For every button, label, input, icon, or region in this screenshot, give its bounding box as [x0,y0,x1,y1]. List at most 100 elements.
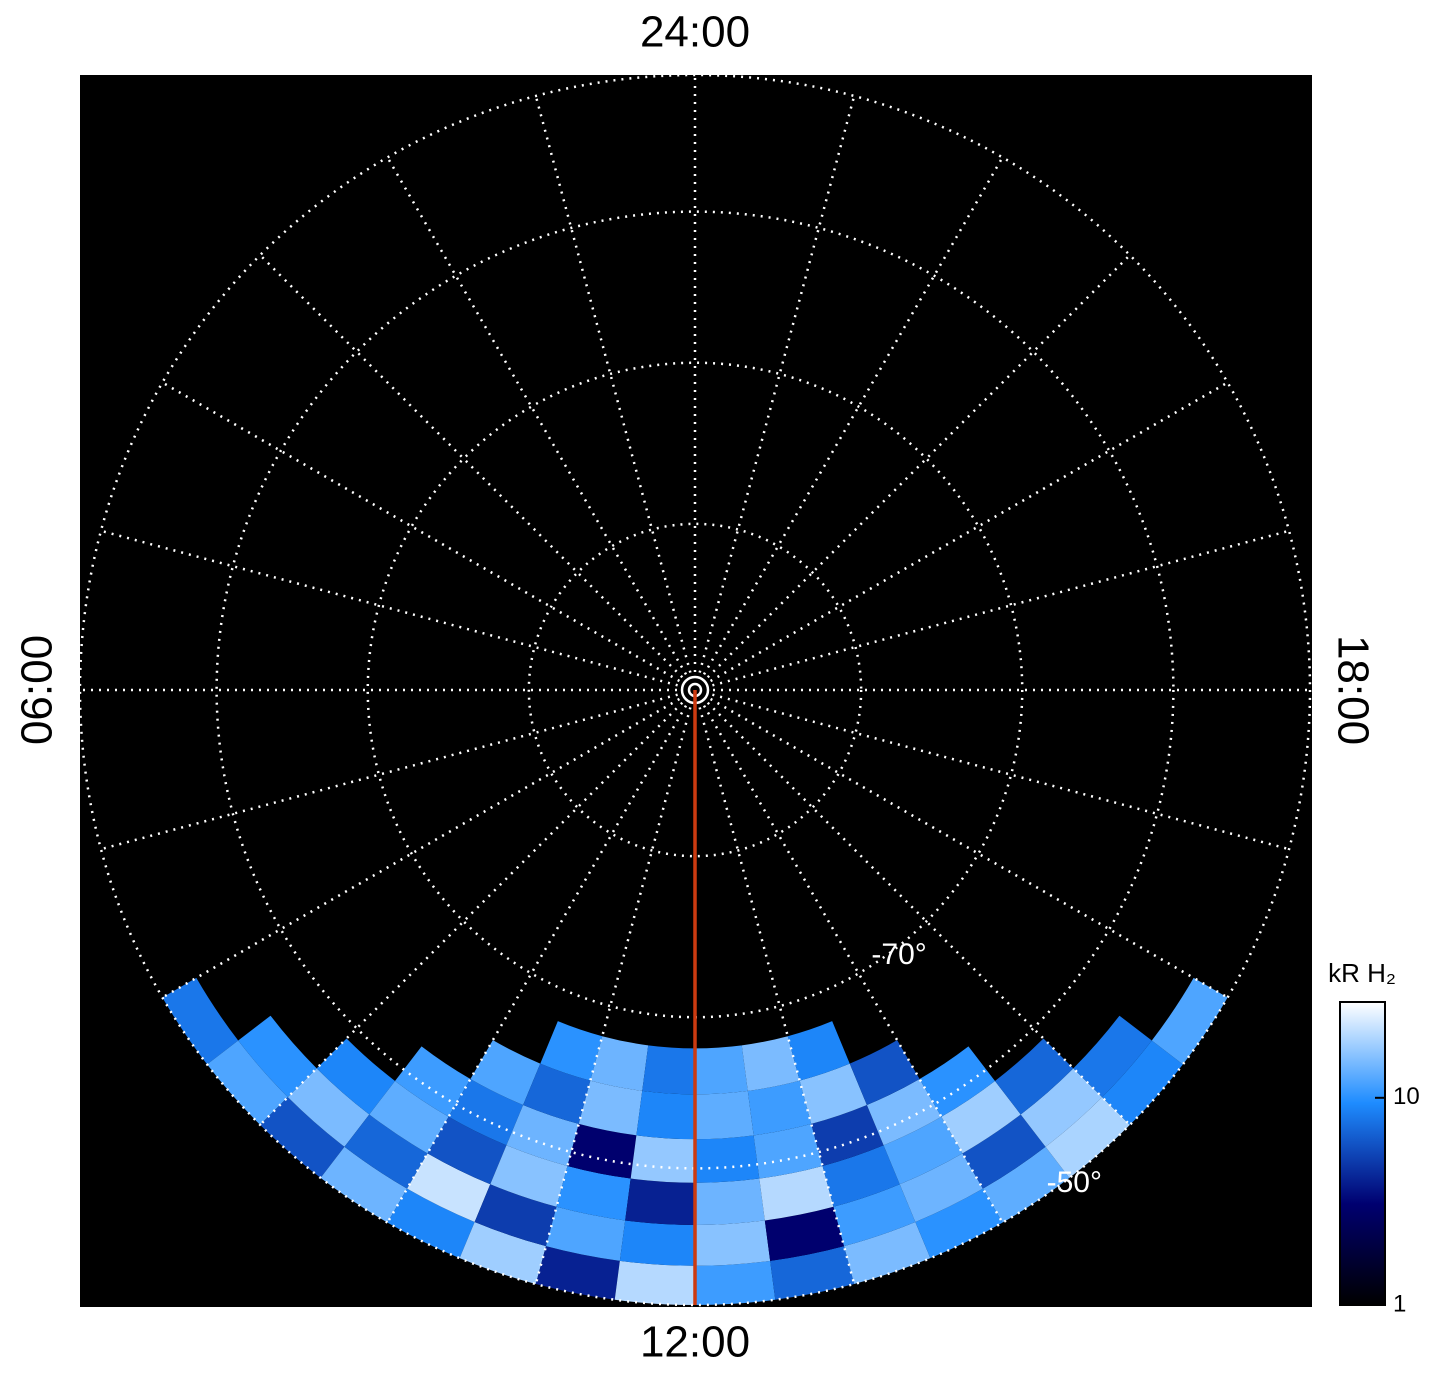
lt-grid-line [706,254,1131,679]
lt-grid-line [161,697,681,999]
emission-cell [883,1116,963,1185]
colorbar-label: kR H₂ [1328,958,1396,988]
emission-cell [1045,1097,1130,1178]
emission-cell [695,1178,765,1226]
lt-grid-line [386,704,688,1224]
emission-cell [320,1146,408,1223]
emission-cell [770,1246,855,1300]
emission-cell [833,1184,916,1247]
emission-cell [994,1038,1074,1115]
emission-layer [162,977,1228,1305]
emission-cell [459,1221,546,1285]
emission-cell [523,1063,591,1124]
lt-tick-label: 06:00 [13,635,62,745]
lt-grid-line [702,156,1004,676]
emission-cell [822,1145,900,1207]
lt-grid-line [386,156,688,676]
lat-ring [527,522,863,858]
emission-cell [630,1135,695,1183]
lt-grid-line [712,529,1290,687]
emission-cell [590,1036,649,1091]
emission-cell [844,1221,931,1285]
grid-layer [80,75,1312,1307]
emission-cell [636,1090,695,1140]
colorbar [1339,1001,1386,1306]
emission-cell [316,1038,396,1115]
lt-grid-line [712,693,1290,851]
emission-cell [866,1078,942,1146]
emission-cell [787,1021,850,1081]
emission-cell [741,1036,800,1091]
lt-grid-line [709,697,1229,999]
emission-cell [260,1097,345,1178]
ring-label: -70° [871,938,926,971]
emission-cell [395,1046,471,1117]
ring-label: -50° [1047,1166,1102,1199]
emission-cell [535,1246,620,1300]
emission-cell [982,1146,1070,1223]
emission-cell [695,1220,771,1266]
emission-cell [899,1153,983,1222]
emission-cell [448,1078,524,1146]
emission-cell [642,1045,695,1095]
emission-cell [545,1206,626,1261]
emission-cell [567,1123,637,1179]
emission-cell [407,1153,491,1222]
emission-cell [540,1021,603,1081]
emission-cell [470,1040,541,1105]
emission-cell [619,1220,695,1266]
emission-cell [695,1090,754,1140]
emission-cell [764,1206,845,1261]
lt-grid-line [534,95,692,673]
emission-cell [207,1040,288,1125]
lt-tick-label: 12:00 [640,1318,750,1367]
emission-cell [695,1045,748,1095]
lt-grid-line [161,381,681,683]
lt-grid-line [698,95,856,673]
emission-cell [1020,1068,1103,1147]
emission-cell [238,1015,317,1098]
colorbar-tick-label: 1 [1393,1290,1406,1317]
emission-cell [490,1145,568,1207]
emission-cell [1151,977,1228,1065]
emission-cell [162,977,239,1065]
emission-cell [427,1116,507,1185]
emission-cell [1073,1015,1152,1098]
emission-cell [625,1178,695,1226]
lt-grid-line [259,254,684,679]
lt-grid-line [709,381,1229,683]
lat-ring [215,210,1175,1170]
emission-cell [556,1165,631,1221]
lt-tick-label: 24:00 [640,8,750,57]
emission-cell [387,1188,475,1259]
emission-cell [747,1080,812,1136]
lt-tick-label: 18:00 [1328,635,1377,745]
emission-cell [578,1080,643,1136]
emission-cell [344,1114,428,1189]
emission-cell [915,1188,1003,1259]
lt-grid-line [702,704,1004,1224]
lat-ring [80,75,1312,1307]
emission-cell [614,1260,695,1305]
emission-cell [753,1123,823,1179]
emission-cell [849,1040,920,1105]
emission-cell [474,1184,557,1247]
lt-grid-line [706,701,1131,1126]
lt-grid-line [100,529,678,687]
emission-cell [811,1104,884,1166]
lt-grid-line [698,707,856,1285]
emission-cell [506,1104,579,1166]
lt-grid-line [100,693,678,851]
emission-cell [941,1080,1021,1154]
emission-cell [695,1260,776,1305]
emission-cell [287,1068,370,1147]
emission-cell [759,1165,834,1221]
emission-cell [695,1135,760,1183]
colorbar-tick-label: 10 [1393,1083,1420,1110]
emission-cell [799,1063,867,1124]
emission-cell [369,1080,449,1154]
emission-cell [919,1046,995,1117]
emission-cell [962,1114,1046,1189]
lt-grid-line [534,707,692,1285]
